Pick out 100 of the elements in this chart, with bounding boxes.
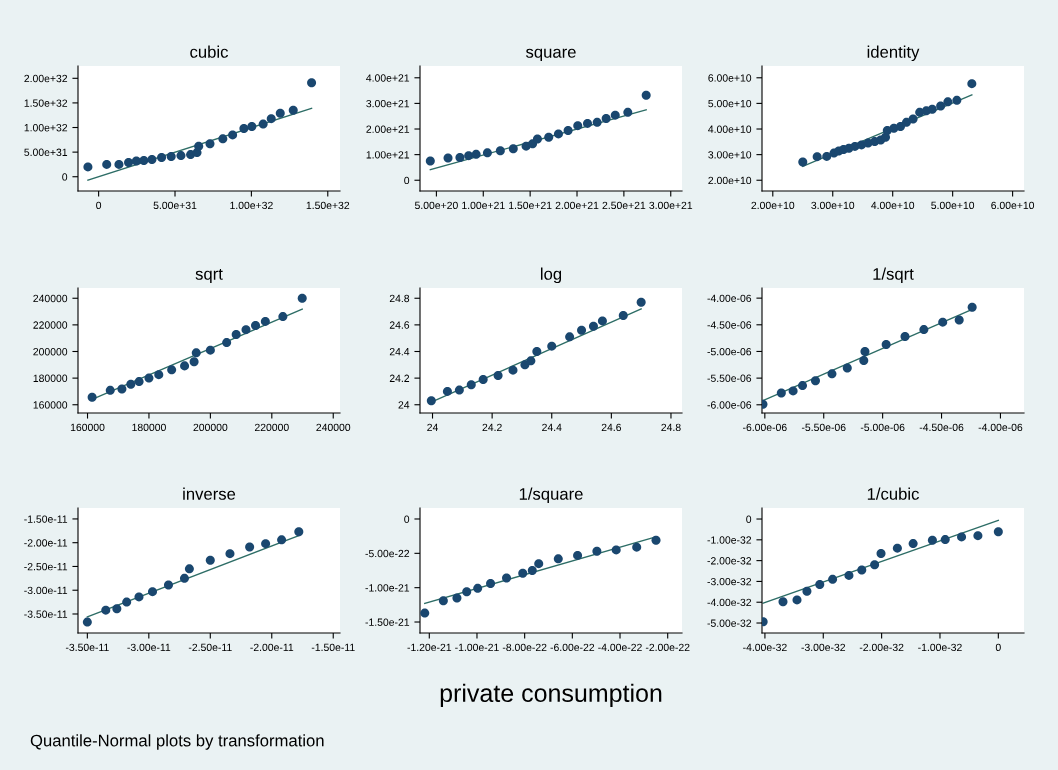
x-tick-label: 180000 [132, 423, 166, 432]
y-tick-label: -4.00e-32 [707, 598, 752, 607]
chart-title: 1/sqrt [873, 267, 914, 284]
point [144, 373, 154, 383]
point [798, 157, 808, 167]
point [776, 388, 786, 398]
x-tick-label: 6.00e+10 [991, 201, 1035, 210]
point [952, 95, 962, 105]
x-tick-label: 5.00e+31 [153, 201, 197, 210]
y-tick-label: 220000 [33, 321, 68, 329]
x-tick-label: 1.00e+32 [230, 201, 273, 210]
x-tick-label: 1.00e+21 [462, 201, 505, 210]
y-tick-label: 24 [398, 401, 410, 409]
point [798, 381, 808, 391]
y-tick-label: 1.00e+32 [24, 124, 68, 132]
point [126, 379, 136, 389]
point [577, 325, 587, 335]
y-tick-label: 1.00e+21 [366, 151, 410, 159]
point [167, 365, 177, 375]
point [105, 385, 115, 395]
y-tick-label: -1.00e-32 [707, 536, 752, 544]
point [881, 340, 891, 350]
point [278, 312, 288, 322]
y-tick-label: 4.00e+10 [708, 125, 752, 133]
x-tick-label: -1.50e-11 [311, 643, 355, 652]
point [189, 357, 199, 367]
y-tick-label: -6.00e-06 [707, 401, 752, 409]
y-tick-label: -5.00e-22 [365, 549, 410, 558]
y-tick-label: 24.4 [389, 348, 410, 356]
chart-title: 1/square [519, 487, 583, 504]
x-tick-label: 3.00e+10 [811, 201, 855, 210]
x-tick-label: -1.00e-32 [918, 643, 962, 652]
point [222, 338, 232, 348]
point [597, 316, 607, 326]
x-axis-title: private consumption [440, 683, 662, 707]
point [927, 104, 937, 114]
x-tick-label: -6.00e-06 [743, 423, 787, 432]
y-tick-label: 2.00e+21 [366, 125, 410, 133]
x-tick-label: -2.00e-22 [645, 643, 690, 652]
x-tick-label: -3.00e-11 [127, 643, 171, 652]
point [117, 384, 127, 394]
point [454, 385, 464, 395]
point [154, 370, 164, 380]
point [588, 321, 598, 331]
x-tick-label: 24.6 [601, 423, 622, 432]
x-tick-label: 240000 [316, 423, 351, 432]
x-tick-label: 200000 [193, 423, 228, 432]
point [812, 152, 822, 162]
y-tick-label: -2.00e-32 [707, 557, 752, 565]
x-tick-label: 0 [96, 201, 102, 210]
chart-title: cubic [190, 45, 229, 58]
point [180, 361, 190, 371]
y-tick-label: 0 [62, 173, 68, 181]
x-tick-label: 4.00e+10 [871, 201, 915, 210]
x-tick-label: -3.00e-32 [801, 643, 846, 652]
x-tick-label: 0 [995, 643, 1001, 652]
point [526, 356, 536, 366]
x-tick-label: -2.50e-11 [188, 643, 232, 652]
y-tick-label: -5.50e-06 [707, 374, 752, 382]
y-tick-label: -4.00e-06 [707, 294, 752, 303]
y-tick-label: -3.50e-11 [24, 610, 68, 618]
chart-title: square [525, 48, 576, 62]
x-tick-label: -1.20e-21 [407, 643, 452, 652]
x-tick-label: -1.00e-21 [455, 643, 499, 652]
x-tick-label: 24 [427, 423, 439, 431]
y-tick-label: -5.00e-32 [707, 619, 752, 627]
point [967, 302, 977, 312]
y-tick-label: 5.00e+31 [24, 148, 68, 156]
x-tick-label: -8.00e-22 [502, 643, 547, 652]
point [260, 316, 270, 326]
point [426, 396, 436, 406]
point [508, 365, 518, 375]
point [967, 79, 977, 89]
chart-title: log [541, 267, 562, 284]
y-tick-label: 5.00e+10 [708, 99, 752, 108]
point [900, 332, 910, 342]
x-tick-label: -2.00e-32 [859, 643, 904, 652]
x-tick-label: -4.00e-06 [978, 423, 1023, 432]
y-tick-label: 240000 [33, 294, 68, 303]
point [895, 121, 905, 131]
point [618, 311, 628, 321]
y-tick-label: 0 [746, 515, 752, 523]
y-tick-label: 24.2 [389, 374, 410, 382]
x-tick-label: 24.8 [661, 423, 681, 432]
point [908, 114, 918, 124]
point [954, 315, 964, 325]
point [251, 321, 261, 331]
point [493, 370, 503, 380]
point [191, 348, 201, 358]
point [87, 392, 97, 402]
chart-title: sqrt [195, 268, 223, 284]
y-tick-label: -4.50e-06 [707, 321, 752, 329]
x-tick-label: 24.2 [482, 423, 502, 431]
x-tick-label: 5.00e+20 [414, 201, 458, 210]
x-tick-label: 3.00e+21 [649, 201, 693, 210]
y-tick-label: 0 [404, 515, 410, 523]
point [938, 317, 948, 327]
point [901, 117, 911, 127]
y-tick-label: 2.00e+32 [24, 74, 68, 83]
x-tick-label: 5.00e+10 [931, 201, 975, 210]
